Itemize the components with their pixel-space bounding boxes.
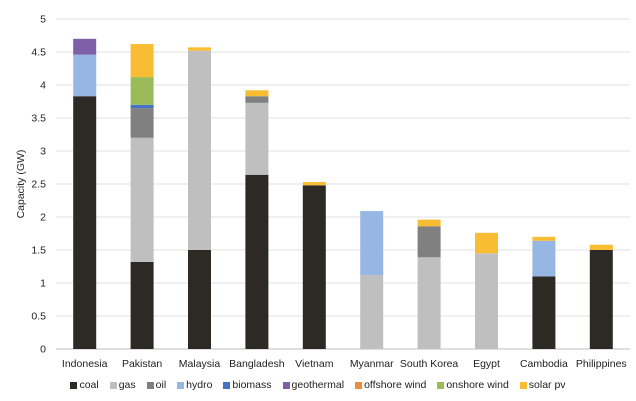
bar-segment-coal (130, 261, 154, 349)
y-axis-label: Capacity (GW) (15, 150, 27, 219)
legend-item: oil (146, 379, 167, 391)
legend-label: offshore wind (364, 379, 427, 391)
x-tick-label: Vietnam (295, 358, 334, 370)
x-tick-label: Philippines (576, 358, 627, 370)
bar-segment-solar-pv (188, 47, 211, 51)
y-tick-label: 1.5 (31, 245, 46, 257)
y-tick-label: 1 (40, 278, 46, 290)
y-tick-label: 2.5 (31, 179, 46, 191)
legend-item: offshore wind (355, 379, 426, 391)
y-tick-label: 3 (40, 146, 46, 158)
bar-segment-solar-pv (417, 219, 441, 227)
bar-segment-solar-pv (532, 236, 556, 241)
legend-item: coal (70, 379, 99, 391)
legend-item: onshore wind (437, 379, 509, 391)
bar-segment-solar-pv (130, 44, 154, 78)
x-tick-label: Myanmar (350, 358, 394, 370)
bar-segment-gas (360, 275, 384, 349)
legend-label: onshore wind (446, 379, 509, 391)
bar-segment-gas (417, 257, 441, 349)
x-tick-label: Bangladesh (229, 358, 285, 370)
x-tick-label: South Korea (400, 358, 459, 370)
bar-segment-oil (245, 96, 269, 103)
legend-label: biomass (232, 379, 272, 391)
legend-item: gas (109, 379, 136, 391)
legend-swatch (70, 381, 78, 389)
bar-segment-coal (302, 185, 326, 349)
y-tick-label: 4.5 (31, 47, 46, 59)
bar-segment-coal (245, 174, 269, 349)
bar-segment-hydro (73, 54, 97, 97)
legend-label: gas (118, 379, 136, 391)
bar-segment-gas (245, 102, 269, 175)
y-tick-label: 0 (40, 344, 46, 356)
legend-swatch (146, 381, 154, 389)
legend-swatch (223, 381, 231, 389)
x-tick-label: Egypt (473, 358, 500, 370)
bar-segment-solar-pv (589, 244, 613, 250)
bar-segment-oil (417, 226, 441, 258)
bar-segment-gas (475, 253, 498, 349)
bar-segment-coal (188, 250, 211, 349)
legend-label: hydro (186, 379, 213, 391)
bar-segment-coal (532, 276, 556, 349)
bar-segment-gas (188, 50, 211, 251)
bar-segment-solar-pv (302, 182, 326, 186)
x-tick-label: Malaysia (179, 358, 221, 370)
bar-segment-biomass (130, 104, 154, 109)
x-tick-label: Pakistan (122, 358, 162, 370)
bar-segment-oil (130, 108, 154, 138)
legend-swatch (109, 381, 117, 389)
legend-item: biomass (223, 379, 272, 391)
y-tick-label: 5 (40, 14, 46, 26)
legend-label: solar pv (528, 379, 566, 391)
x-tick-label: Indonesia (62, 358, 108, 370)
legend: coal gas oil hydro biomass geothermal offshore… (0, 379, 636, 391)
legend-swatch (177, 381, 185, 389)
y-tick-label: 3.5 (31, 113, 46, 125)
legend-label: oil (155, 379, 167, 391)
bar-segment-hydro (532, 240, 556, 277)
bar-segment-solar-pv (475, 232, 498, 254)
y-tick-label: 0.5 (31, 311, 46, 323)
legend-item: solar pv (519, 379, 566, 391)
legend-label: coal (79, 379, 99, 391)
bar-segment-solar-pv (245, 90, 269, 97)
bar-segment-gas (130, 137, 154, 262)
y-tick-label: 4 (40, 80, 46, 92)
legend-item: hydro (177, 379, 212, 391)
bar-segment-onshore-wind (130, 77, 154, 105)
bar-segment-hydro (360, 211, 384, 276)
stacked-bar-chart: 0 0.5 1 1.5 2 2.5 3 3.5 4 4.5 5 Indonesia Pakistan M… (15, 14, 630, 370)
x-tick-label: Cambodia (520, 358, 568, 370)
legend-item: geothermal (282, 379, 345, 391)
bar-segment-geothermal (73, 38, 97, 55)
legend-swatch (519, 381, 527, 389)
legend-swatch (355, 381, 363, 389)
bar-segment-coal (73, 96, 97, 349)
bar-segment-coal (589, 250, 613, 349)
legend-swatch (282, 381, 290, 389)
legend-label: geothermal (291, 379, 345, 391)
legend-swatch (437, 381, 445, 389)
y-tick-label: 2 (40, 212, 46, 224)
